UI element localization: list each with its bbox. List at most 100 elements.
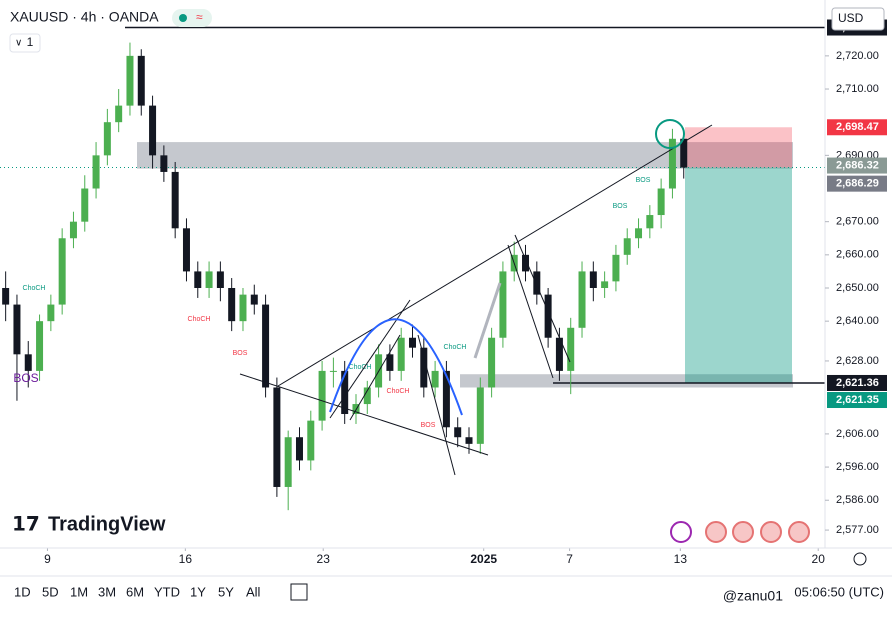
range-button[interactable]: 3M [98,584,116,599]
candle-body [465,437,473,444]
annotation: ChoCH [444,344,467,351]
candle-body [171,171,179,229]
status-icon: ≈ [196,10,203,24]
annotation: ChoCH [387,388,410,395]
candle-body [476,387,484,444]
candle-body [623,238,631,255]
candle-body [58,238,66,305]
candle-body [668,138,676,189]
price-axis [825,0,892,548]
annotation: BOS [421,422,436,429]
candle-body [329,370,337,372]
event-icon[interactable] [732,521,754,543]
candle-body [578,271,586,328]
candle-body [92,155,100,189]
candle-body [488,337,496,388]
event-icon[interactable] [670,521,692,543]
date-range-icon[interactable] [290,583,308,601]
price-label: 2,621.36 [836,377,879,389]
annotation: ChoCH [188,316,211,323]
range-button[interactable]: 1D [14,584,31,599]
price-label: 2,686.29 [836,178,879,190]
candle-body [24,354,32,371]
candle-body [250,294,258,305]
currency-button[interactable] [831,7,885,31]
x-tick-label: 7 [566,552,573,566]
currency[interactable]: USD [838,11,864,25]
range-button[interactable]: 1M [70,584,88,599]
x-tick-label: 2025 [470,552,497,566]
candle-body [409,337,416,348]
settings-icon[interactable] [853,552,867,566]
y-tick-label: 2,577.00 [836,524,879,536]
candle-body [262,304,270,388]
price-label: 2,621.35 [836,394,879,406]
candle-body [363,387,371,405]
candle-body [13,304,21,355]
trendline [514,234,571,363]
candle-body [522,254,530,272]
plot: ChoCH BOS ChoCH BOS ChoCH ChoCH BOS ChoCH BOS BOS [0,26,825,511]
candle-body [431,370,439,388]
annotation: ChoCH [23,285,46,292]
event-icon[interactable] [788,521,810,543]
candle-body [194,271,202,288]
range-button[interactable]: All [246,584,261,599]
candle-body [680,138,688,168]
event-icon[interactable] [760,521,782,543]
candle-body [533,271,541,295]
trendline [417,334,456,476]
candle-body [567,327,575,371]
events [670,521,810,543]
candle-body [601,281,609,288]
candle-body [115,105,123,123]
y-tick-label: 2,710.00 [836,83,879,95]
arc [329,318,463,416]
y-tick-label: 2,720.00 [836,50,879,62]
candle-body [499,271,507,338]
candle-body [646,215,654,229]
candle-body [205,271,213,288]
range-button[interactable]: 5D [42,584,59,599]
candle-body [307,420,315,461]
indicator-count[interactable]: 1 [27,35,34,49]
candle-body [657,188,665,216]
highlight-circle [655,119,685,149]
trendlines [239,119,713,476]
candle-body [137,55,145,106]
x-tick-label: 9 [44,552,51,566]
chevron: ∨ [15,38,22,49]
range-button[interactable]: 6M [126,584,144,599]
candle-body [239,294,247,322]
target-zone [685,167,792,383]
candle-body [216,271,224,288]
x-tick-label: 23 [317,552,331,566]
arrow [473,282,502,359]
candle-body [284,437,292,487]
candle-body [318,370,326,421]
range-button[interactable]: 5Y [218,584,234,599]
candle-body [103,122,111,156]
trendline [239,373,489,456]
candle-body [160,155,168,172]
candle-body [420,347,428,388]
trendline [349,334,401,421]
annotation: ChoCH [349,364,372,371]
candle-body [442,370,450,428]
indicator-toggle[interactable] [9,33,41,53]
y-tick-label: 2,640.00 [836,315,879,327]
event-icon[interactable] [705,521,727,543]
symbol: XAUUSD · 4h · OANDA [10,9,159,25]
candle-body [386,354,394,371]
price-label-bg [827,374,887,391]
range-button[interactable]: 1Y [190,584,206,599]
range-button[interactable]: YTD [154,584,180,599]
price-label-bg [827,392,887,409]
annotation: BOS [613,203,628,210]
y-tick-label: 2,650.00 [836,282,879,294]
trendline [507,244,554,379]
candle-body [612,254,620,282]
price-label-bg [827,175,887,192]
candle-body [182,228,190,272]
